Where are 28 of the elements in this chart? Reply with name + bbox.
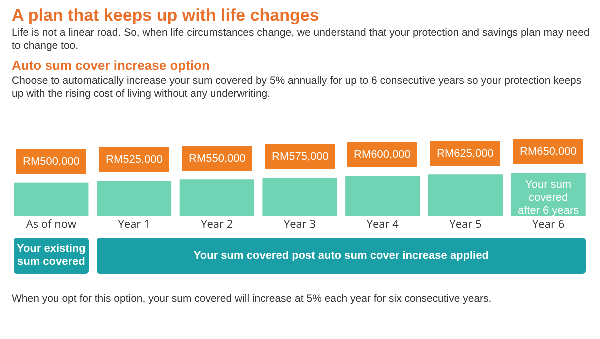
x-tick-label: Year 1: [118, 217, 150, 232]
x-tick-label: Year 5: [450, 217, 482, 232]
x-tick-label: Year 6: [532, 217, 565, 232]
text: Choose to automatically increase your sum covered by 5% annually for up to 6 consecutive years so your protection keeps up with the rising cost of living without any underwriting.: [12, 75, 583, 101]
bar: [346, 176, 420, 216]
annotation: Your sum covered after 6 years: [517, 179, 580, 218]
chart-title: A plan that keeps up with life changes: [12, 6, 320, 26]
x-tick-label: As of now: [26, 217, 77, 232]
bar: [180, 180, 254, 216]
data-label: RM500,000: [23, 156, 80, 168]
data-label: RM600,000: [354, 149, 411, 161]
data-label: RM650,000: [520, 146, 577, 158]
text: When you opt for this option, your sum covered will increase at 5% each year for six consecutive years.: [11, 293, 493, 305]
x-tick-label: Year 4: [366, 217, 400, 232]
data-label: RM525,000: [106, 154, 163, 166]
x-tick-label: Year 2: [201, 217, 234, 232]
data-label: RM550,000: [189, 153, 246, 165]
text: Auto sum cover increase option: [12, 58, 211, 74]
bar: [428, 174, 503, 216]
bar: [14, 182, 89, 216]
chart-subtitle: Life is not a linear road. So, when life circumstances change, we understand that your protection and savings plan may need to change too.: [12, 27, 590, 53]
text: Your existing sum covered: [14, 238, 89, 274]
x-tick-label: Year 3: [284, 217, 316, 232]
data-label: RM575,000: [272, 151, 329, 163]
bar: [97, 181, 172, 216]
text: Your sum covered post auto sum cover increase applied: [97, 238, 586, 274]
data-label: RM625,000: [437, 148, 494, 160]
bar: [262, 178, 338, 216]
